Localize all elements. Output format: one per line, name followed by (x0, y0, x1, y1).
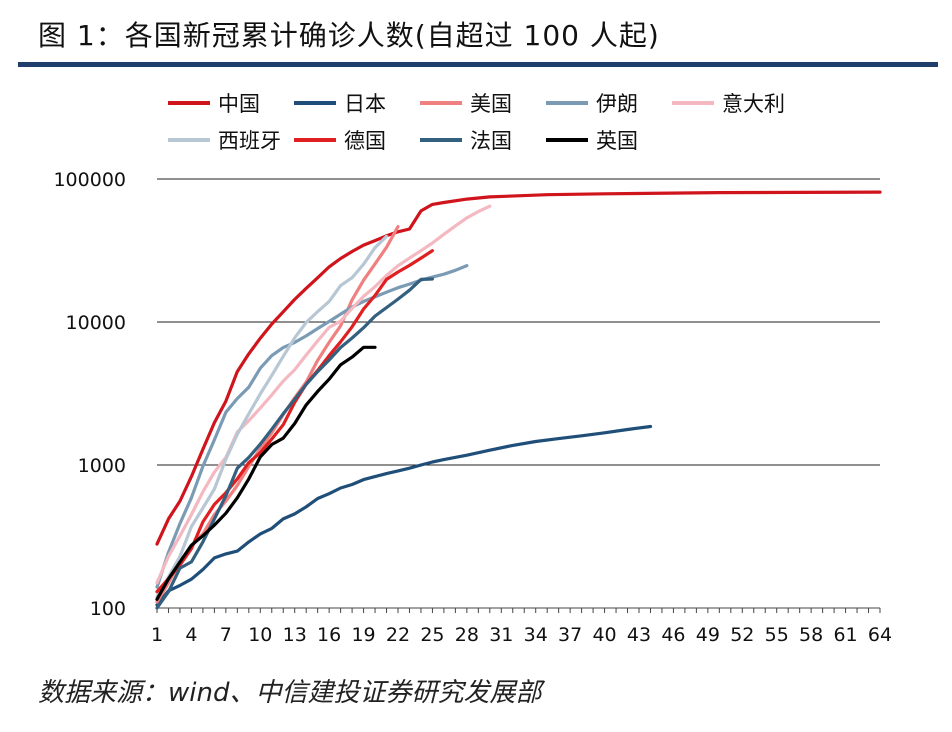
legend-label-美国: 美国 (470, 92, 512, 116)
y-tick-label: 100 (90, 598, 126, 620)
y-tick-label: 1000 (78, 455, 126, 477)
x-tick-label: 31 (489, 624, 513, 646)
x-tick-label: 19 (351, 624, 375, 646)
legend-label-英国: 英国 (596, 129, 638, 153)
series-line-伊朗 (155, 264, 469, 589)
x-tick-label: 7 (220, 624, 232, 646)
series-line-英国 (155, 345, 377, 601)
legend-label-德国: 德国 (344, 129, 386, 153)
x-tick-label: 10 (248, 624, 272, 646)
legend-label-日本: 日本 (344, 92, 386, 116)
series-line-西班牙 (155, 234, 389, 599)
x-tick-label: 1 (151, 624, 163, 646)
x-tick-label: 34 (524, 624, 548, 646)
x-tick-label: 43 (627, 624, 651, 646)
x-tick-label: 25 (420, 624, 444, 646)
legend-label-意大利: 意大利 (722, 92, 785, 116)
y-tick-label: 10000 (66, 312, 126, 334)
title-divider (18, 62, 938, 67)
x-tick-label: 55 (765, 624, 789, 646)
x-tick-label: 58 (799, 624, 823, 646)
line-chart: 100 1000 10000 100000 1 4 7 10 13 16 19 22 25 28 31 34 3… (53, 92, 892, 646)
x-tick-label: 46 (661, 624, 685, 646)
x-tick-label: 28 (455, 624, 479, 646)
x-tick-label: 13 (283, 624, 307, 646)
series-line-德国 (155, 249, 434, 594)
legend-label-伊朗: 伊朗 (596, 92, 638, 116)
y-tick-label: 100000 (53, 169, 126, 191)
series-line-日本 (155, 424, 653, 607)
x-tick-label: 61 (833, 624, 857, 646)
page-title: 图 1：各国新冠累计确诊人数(自超过 100 人起) (38, 19, 660, 52)
legend-label-法国: 法国 (470, 129, 512, 153)
chart-area: 100 1000 10000 100000 1 4 7 10 13 16 19 22 25 28 31 34 3… (0, 70, 952, 670)
x-tick-label: 22 (386, 624, 410, 646)
x-tick-label: 52 (730, 624, 754, 646)
data-source-note: 数据来源：wind、中信建投证券研究发展部 (38, 678, 542, 708)
x-tick-label: 40 (592, 624, 616, 646)
x-tick-label: 49 (696, 624, 720, 646)
x-tick-label: 16 (317, 624, 341, 646)
legend-label-西班牙: 西班牙 (218, 129, 281, 153)
series-line-意大利 (155, 204, 492, 585)
legend-label-中国: 中国 (218, 92, 260, 116)
x-tick-label: 64 (868, 624, 892, 646)
series-line-法国 (155, 277, 434, 610)
series-line-中国 (155, 190, 882, 546)
x-tick-label: 37 (558, 624, 582, 646)
x-tick-label: 4 (185, 624, 197, 646)
